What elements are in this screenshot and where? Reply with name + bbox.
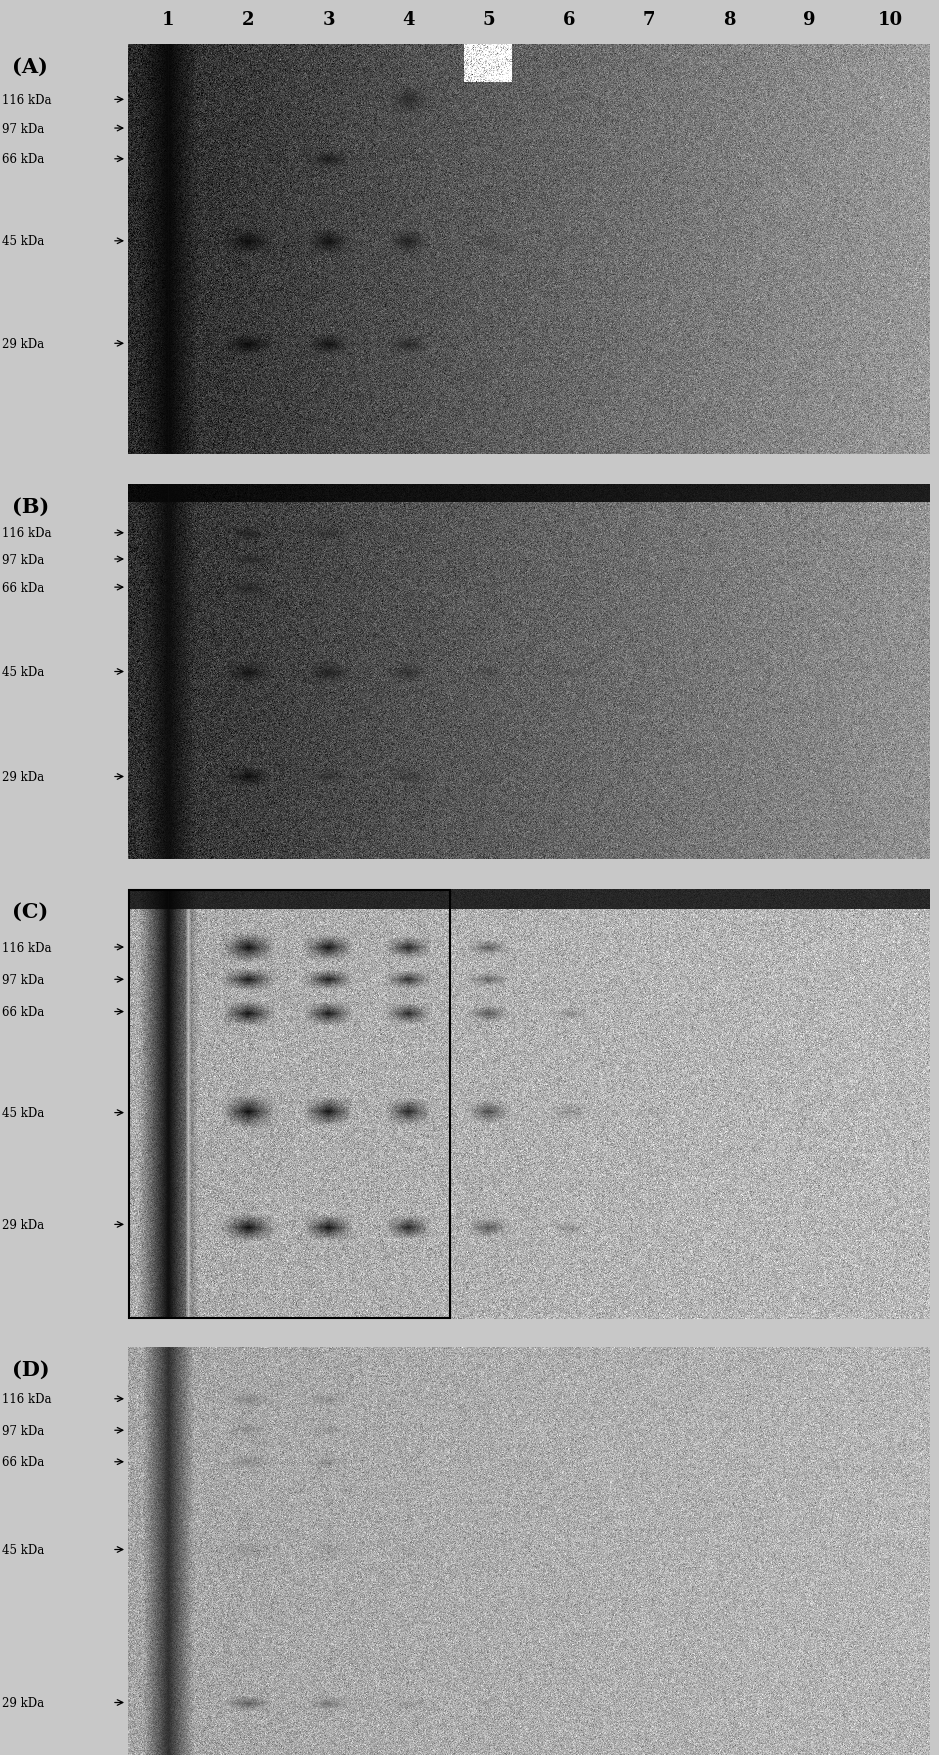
- Text: 29 kDa: 29 kDa: [2, 770, 44, 783]
- Text: 4: 4: [403, 11, 415, 30]
- Text: 66 kDa: 66 kDa: [2, 1006, 44, 1018]
- Text: 66 kDa: 66 kDa: [2, 153, 44, 167]
- Text: (A): (A): [12, 56, 48, 77]
- Text: 116 kDa: 116 kDa: [2, 93, 52, 107]
- Text: 66 kDa: 66 kDa: [2, 1455, 44, 1469]
- Text: 10: 10: [877, 11, 902, 30]
- Text: 66 kDa: 66 kDa: [2, 581, 44, 595]
- Text: (C): (C): [12, 902, 48, 921]
- Text: 45 kDa: 45 kDa: [2, 665, 44, 679]
- Text: 45 kDa: 45 kDa: [2, 235, 44, 247]
- Text: (D): (D): [12, 1358, 50, 1379]
- Text: 7: 7: [643, 11, 655, 30]
- Text: 97 kDa: 97 kDa: [2, 123, 44, 135]
- Text: 97 kDa: 97 kDa: [2, 553, 44, 567]
- Text: 116 kDa: 116 kDa: [2, 526, 52, 541]
- Text: 97 kDa: 97 kDa: [2, 974, 44, 986]
- Text: 45 kDa: 45 kDa: [2, 1543, 44, 1557]
- Text: 9: 9: [804, 11, 816, 30]
- Text: 97 kDa: 97 kDa: [2, 1423, 44, 1437]
- Text: 1: 1: [162, 11, 175, 30]
- Text: 3: 3: [322, 11, 334, 30]
- Bar: [129, 890, 450, 1318]
- Text: 2: 2: [242, 11, 254, 30]
- Text: 29 kDa: 29 kDa: [2, 337, 44, 351]
- Text: 29 kDa: 29 kDa: [2, 1695, 44, 1709]
- Text: 5: 5: [483, 11, 495, 30]
- Text: 8: 8: [723, 11, 736, 30]
- Text: 45 kDa: 45 kDa: [2, 1106, 44, 1120]
- Text: 6: 6: [562, 11, 576, 30]
- Text: 116 kDa: 116 kDa: [2, 941, 52, 955]
- Text: (B): (B): [12, 497, 49, 516]
- Text: 29 kDa: 29 kDa: [2, 1218, 44, 1232]
- Text: 116 kDa: 116 kDa: [2, 1392, 52, 1406]
